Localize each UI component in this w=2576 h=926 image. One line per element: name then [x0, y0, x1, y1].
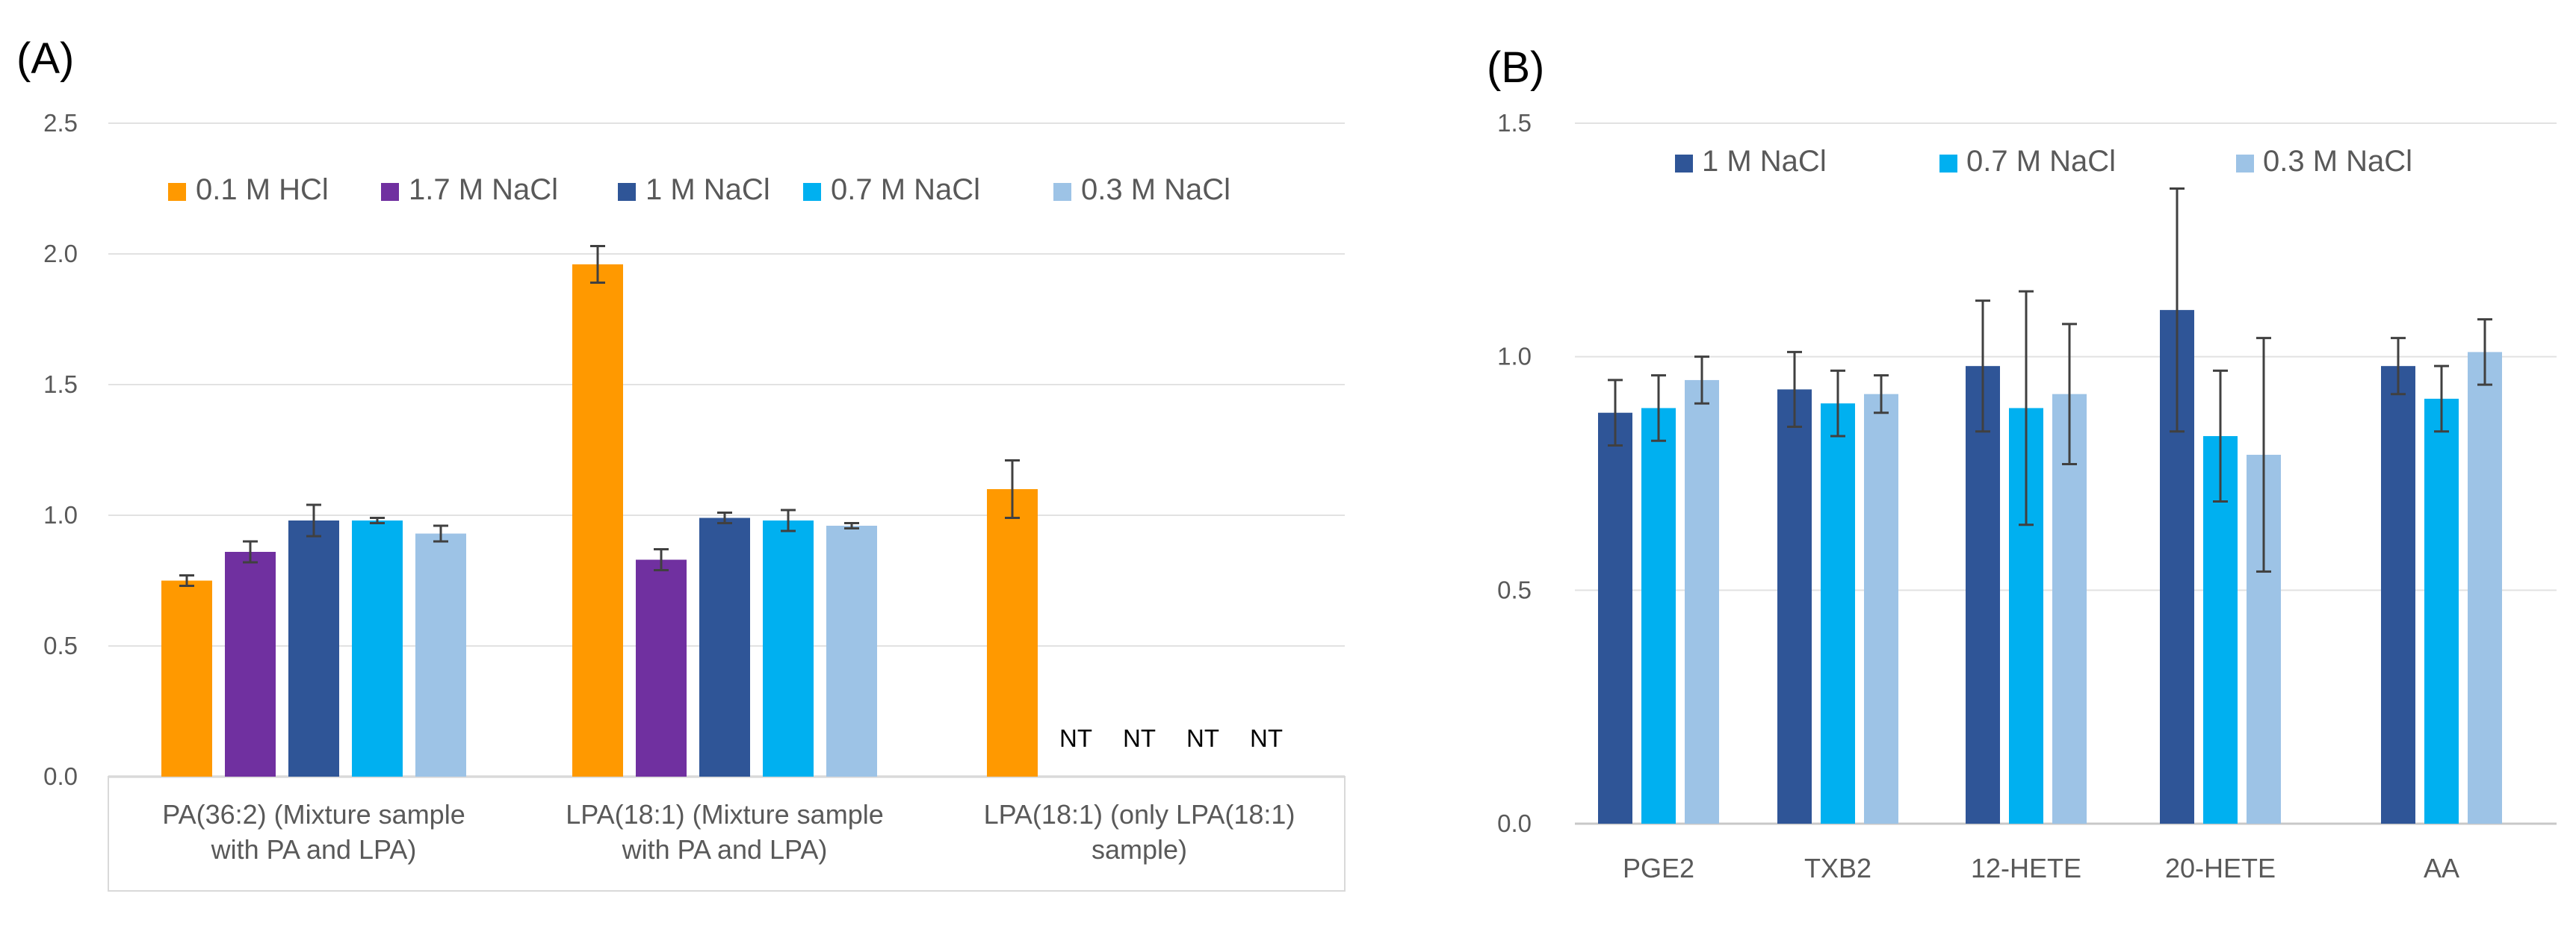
bar [2052, 394, 2087, 824]
legend-swatch [2236, 155, 2254, 173]
y-tick-label: 1.5 [43, 370, 78, 398]
y-tick-label: 1.0 [43, 501, 78, 529]
panel-label: (A) [16, 34, 74, 83]
x-category-label: 20-HETE [2165, 853, 2276, 883]
legend-swatch [803, 183, 821, 201]
y-tick-label: 0.5 [1497, 576, 1532, 603]
bar [288, 521, 339, 777]
y-tick-label: 1.0 [1497, 343, 1532, 370]
x-category-label: PA(36:2) (Mixture sample [162, 799, 465, 830]
x-category-label: with PA and LPA) [211, 834, 417, 865]
panel-label: (B) [1487, 43, 1544, 92]
bar [572, 264, 623, 777]
legend-swatch [1675, 155, 1693, 173]
legend-swatch [618, 183, 636, 201]
bar [1685, 379, 1719, 824]
bar [352, 521, 403, 777]
legend-label: 1.7 M NaCl [409, 173, 558, 206]
not-tested-label: NT [1059, 724, 1092, 752]
bar [1821, 403, 1855, 824]
legend-swatch [168, 183, 186, 201]
bar [1966, 366, 2000, 824]
bar [636, 559, 687, 777]
x-category-label: 12-HETE [1971, 853, 2081, 883]
y-tick-label: 1.5 [1497, 109, 1532, 137]
bar [826, 526, 877, 777]
legend-swatch [1939, 155, 1957, 173]
legend-swatch [1053, 183, 1071, 201]
x-category-label: with PA and LPA) [622, 834, 828, 865]
bar [161, 580, 212, 777]
legend-label: 1 M NaCl [645, 173, 770, 206]
y-tick-label: 2.5 [43, 109, 78, 137]
y-tick-label: 2.0 [43, 240, 78, 267]
bar [699, 518, 750, 777]
bar [987, 489, 1038, 777]
y-tick-label: 0.0 [43, 762, 78, 790]
x-category-label: LPA(18:1) (only LPA(18:1) [984, 799, 1295, 830]
y-tick-label: 0.0 [1497, 810, 1532, 837]
legend-label: 0.7 M NaCl [831, 173, 980, 206]
x-category-label: AA [2424, 853, 2459, 883]
bar [2468, 352, 2502, 824]
bar [2424, 398, 2459, 824]
legend-label: 0.1 M HCl [196, 173, 329, 206]
x-category-label: sample) [1092, 834, 1187, 865]
y-tick-label: 0.5 [43, 632, 78, 659]
bar [1598, 412, 1632, 824]
legend-label: 1 M NaCl [1702, 145, 1827, 178]
legend-label: 0.3 M NaCl [1081, 173, 1230, 206]
bar [225, 552, 276, 777]
x-category-label: PGE2 [1623, 853, 1694, 883]
bar [1864, 394, 1898, 824]
bar [1777, 389, 1812, 824]
legend-label: 0.7 M NaCl [1966, 145, 2116, 178]
legend-label: 0.3 M NaCl [2263, 145, 2412, 178]
not-tested-label: NT [1250, 724, 1283, 752]
bar [415, 533, 466, 777]
not-tested-label: NT [1186, 724, 1219, 752]
bar [2381, 366, 2415, 824]
bar [1641, 408, 1676, 824]
legend-swatch [381, 183, 399, 201]
x-category-label: LPA(18:1) (Mixture sample [566, 799, 883, 830]
x-category-label: TXB2 [1804, 853, 1871, 883]
not-tested-label: NT [1123, 724, 1156, 752]
bar [763, 521, 814, 777]
